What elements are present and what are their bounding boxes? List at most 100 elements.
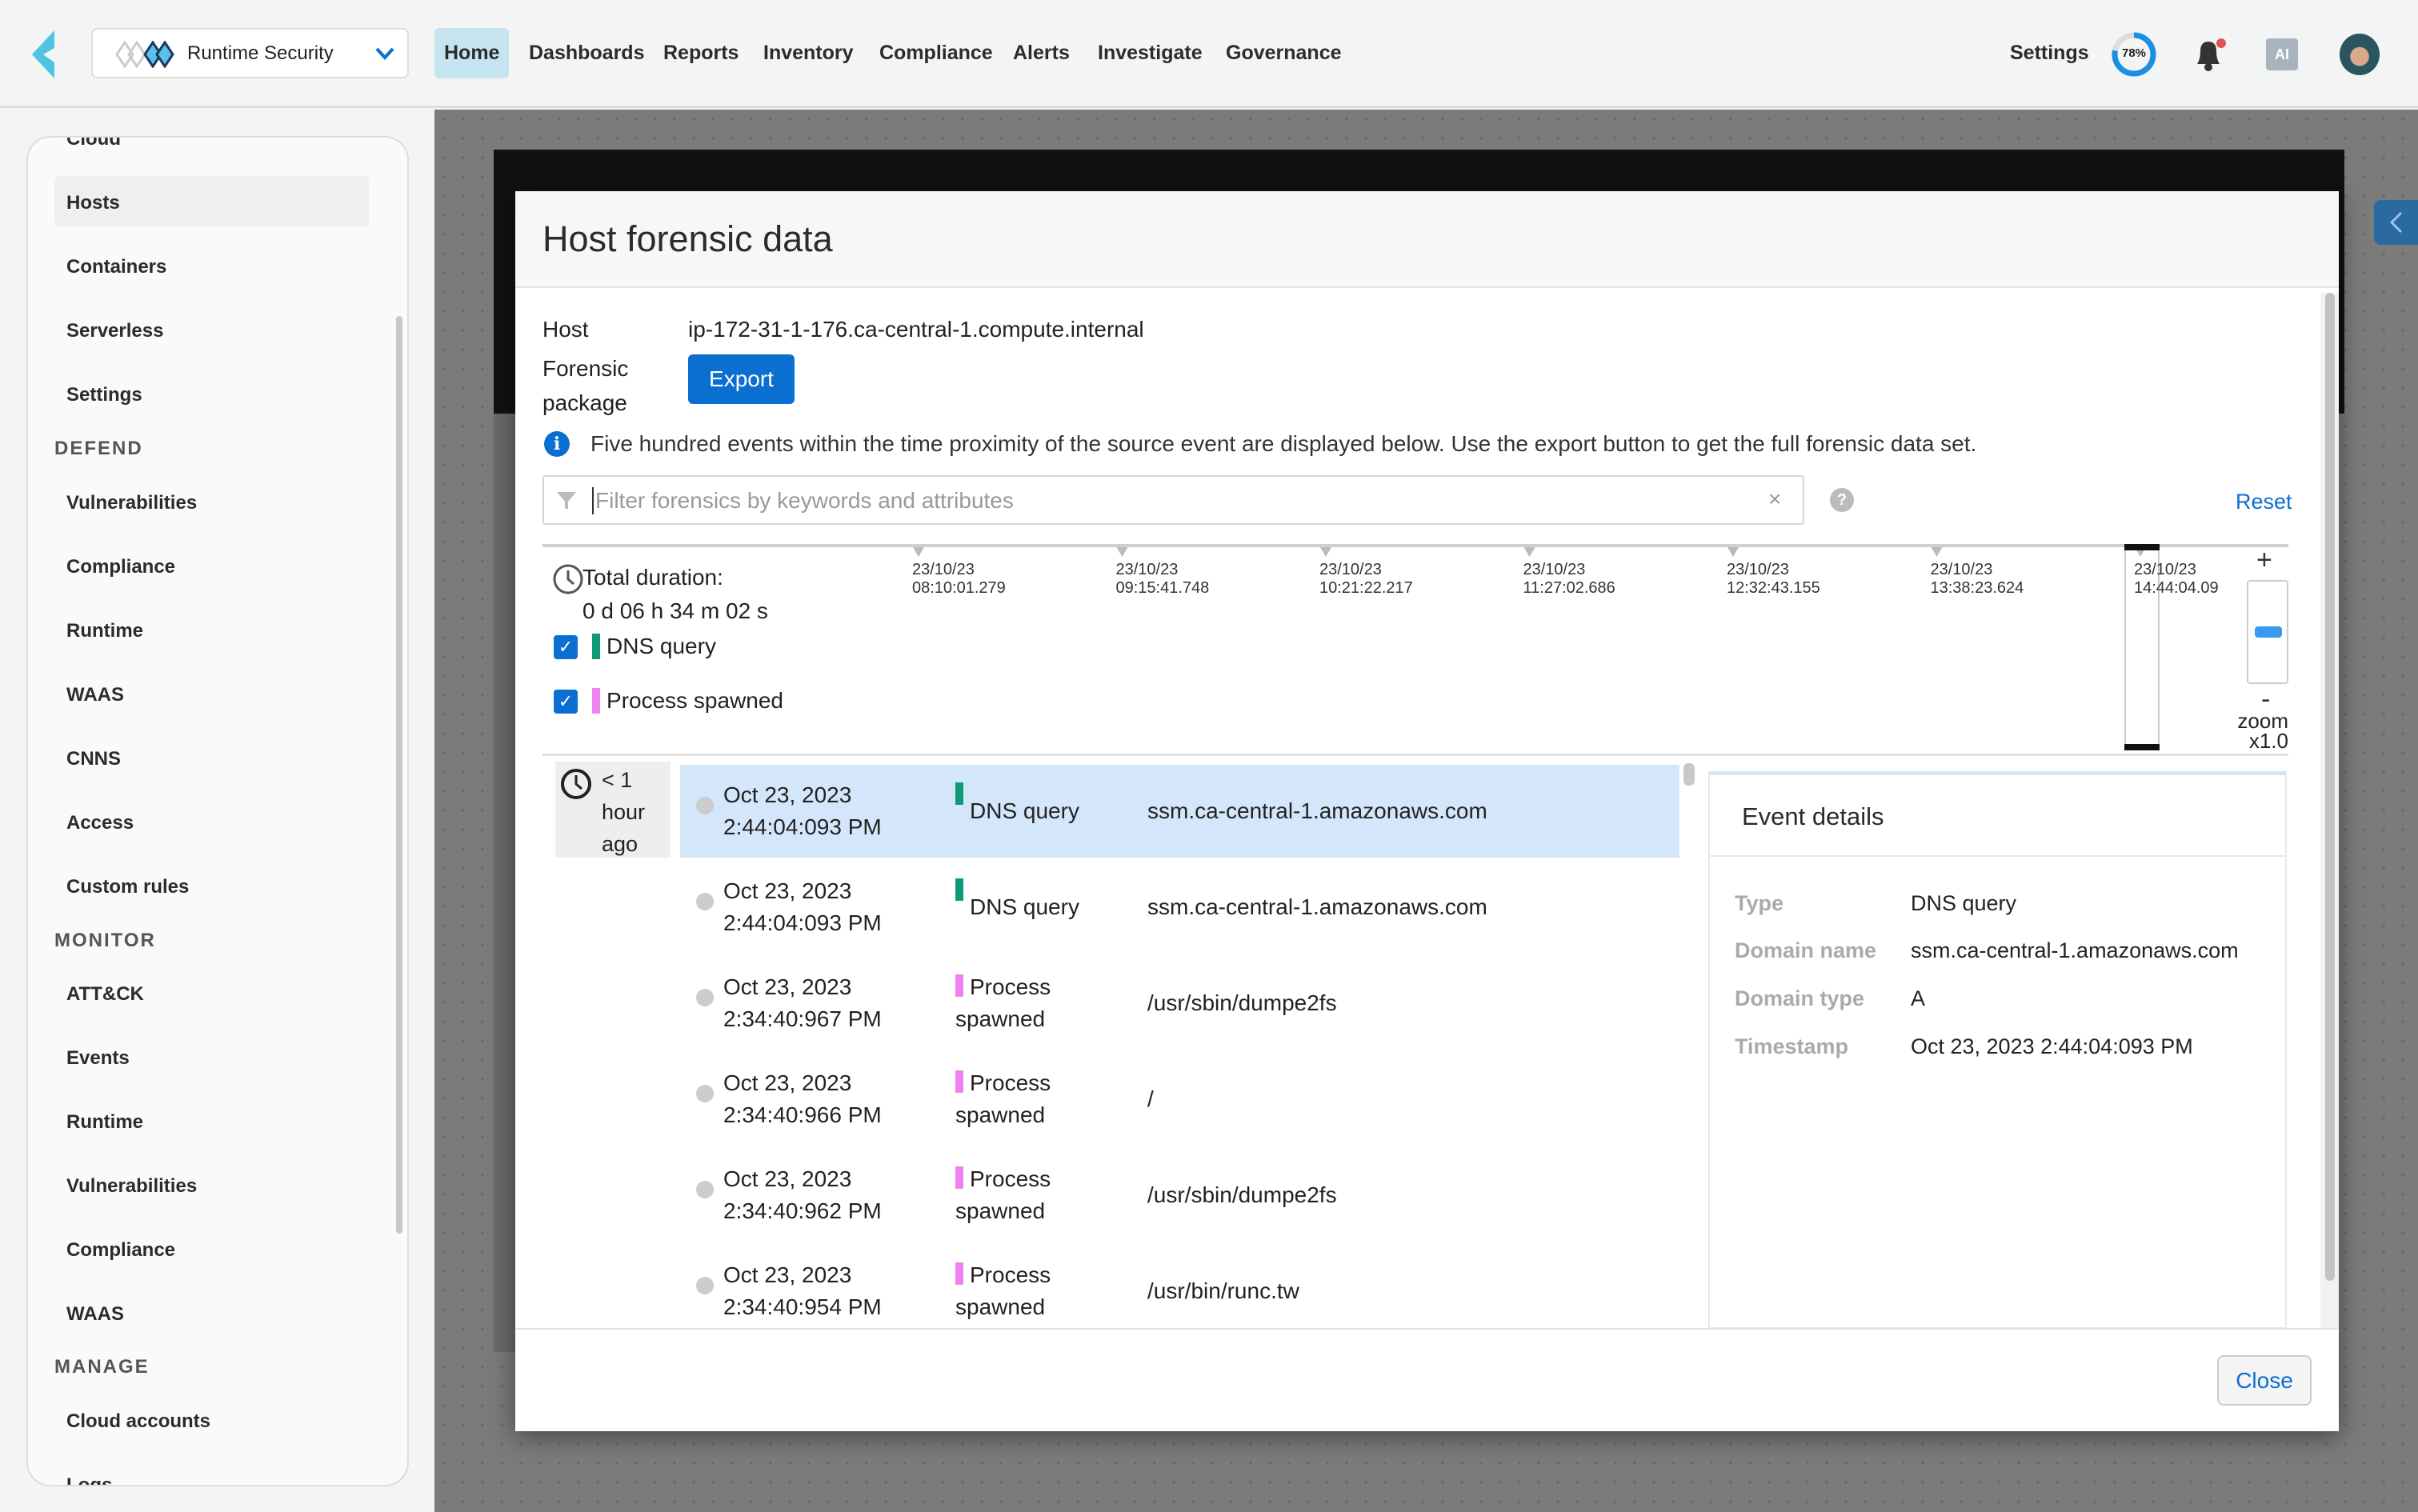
sidebar-item-hosts[interactable]: Hosts: [66, 192, 120, 214]
timeline-tick-time: 09:15:41.748: [1115, 579, 1210, 597]
sidebar-item-runtime[interactable]: Runtime: [66, 1111, 143, 1133]
collapse-panel-button[interactable]: [2374, 200, 2418, 245]
nav-governance[interactable]: Governance: [1226, 42, 1342, 64]
event-value: /usr/bin/runc.tw: [1147, 1278, 1299, 1303]
event-value: /usr/sbin/dumpe2fs: [1147, 1182, 1337, 1207]
zoom-in-button[interactable]: +: [2256, 545, 2272, 575]
sidebar-item-vulnerabilities[interactable]: Vulnerabilities: [66, 492, 198, 514]
process-color-swatch: [592, 688, 600, 714]
bell-icon[interactable]: [2191, 35, 2229, 74]
event-type: Process: [970, 1070, 1051, 1095]
timeline-tick-date: 23/10/23: [2134, 561, 2196, 578]
ai-label: AI: [2275, 46, 2289, 62]
event-row[interactable]: Oct 23, 2023 2:34:40:966 PM Process spaw…: [680, 1053, 1679, 1146]
dns-color-swatch: [592, 634, 600, 659]
product-selector[interactable]: Runtime Security: [91, 28, 409, 78]
process-spawned-checkbox[interactable]: ✓: [554, 690, 578, 714]
total-duration-label: Total duration:: [582, 565, 723, 590]
event-value: ssm.ca-central-1.amazonaws.com: [1147, 798, 1487, 823]
event-row[interactable]: Oct 23, 2023 2:44:04:093 PM DNS query ss…: [680, 861, 1679, 954]
modal-title: Host forensic data: [542, 218, 833, 259]
event-date: Oct 23, 2023: [723, 1166, 852, 1191]
sidebar-item-cloud-accounts[interactable]: Cloud accounts: [66, 1410, 211, 1432]
status-dot-icon: [696, 797, 714, 814]
sidebar-item-events[interactable]: Events: [66, 1047, 130, 1069]
progress-ring[interactable]: 78%: [2111, 31, 2157, 78]
event-type-swatch: [955, 782, 963, 805]
info-text: Five hundred events within the time prox…: [590, 431, 1977, 456]
nav-settings[interactable]: Settings: [2010, 42, 2089, 64]
sidebar-item-cloud[interactable]: Cloud: [66, 136, 121, 150]
modal-scrollbar[interactable]: [2325, 293, 2335, 1281]
ai-chip-icon[interactable]: AI: [2266, 38, 2298, 70]
sidebar-item-waas[interactable]: WAAS: [66, 684, 124, 706]
event-date: Oct 23, 2023: [723, 974, 852, 999]
sidebar-item-vulnerabilities[interactable]: Vulnerabilities: [66, 1175, 198, 1197]
nav-home[interactable]: Home: [434, 28, 510, 78]
host-value: ip-172-31-1-176.ca-central-1.compute.int…: [688, 317, 1144, 342]
zoom-slider-thumb[interactable]: [2255, 626, 2282, 638]
clear-icon[interactable]: ×: [1768, 486, 1782, 511]
event-type-2: spawned: [955, 1006, 1046, 1031]
selection-handle-top[interactable]: [2124, 544, 2160, 550]
avatar[interactable]: [2340, 34, 2380, 75]
nav-investigate[interactable]: Investigate: [1098, 42, 1203, 64]
zoom-slider[interactable]: [2247, 580, 2288, 684]
event-type-2: spawned: [955, 1294, 1046, 1319]
nav-alerts[interactable]: Alerts: [1013, 42, 1070, 64]
modal-scrollbar-track: [2320, 293, 2339, 1329]
filter-input[interactable]: Filter forensics by keywords and attribu…: [542, 475, 1804, 525]
export-button[interactable]: Export: [688, 354, 795, 404]
progress-ring-icon: [2112, 32, 2156, 77]
nav-dashboards[interactable]: Dashboards: [529, 42, 645, 64]
reset-link[interactable]: Reset: [2236, 490, 2292, 514]
sidebar-item-cnns[interactable]: CNNS: [66, 748, 122, 770]
total-duration-value: 0 d 06 h 34 m 02 s: [582, 598, 768, 623]
timeline-tick-time: 13:38:23.624: [1930, 579, 2024, 597]
event-value: /: [1147, 1086, 1154, 1111]
sidebar-item-access[interactable]: Access: [66, 812, 134, 834]
timeline-selection-window[interactable]: [2124, 544, 2160, 750]
chevron-down-icon: [375, 47, 394, 60]
logo-icon[interactable]: [32, 30, 70, 78]
event-type-swatch: [955, 878, 963, 901]
zoom-out-button[interactable]: -: [2261, 684, 2271, 714]
close-button[interactable]: Close: [2217, 1355, 2312, 1406]
sidebar-item-waas[interactable]: WAAS: [66, 1303, 124, 1325]
nav-inventory[interactable]: Inventory: [763, 42, 854, 64]
timeline-tick-time: 12:32:43.155: [1727, 579, 1820, 597]
timeline-chart: [913, 547, 2146, 557]
event-list-scrollbar[interactable]: [1683, 763, 1695, 786]
event-type: DNS query: [970, 798, 1079, 823]
timeline-tick-marker: [1523, 547, 1535, 557]
event-row[interactable]: Oct 23, 2023 2:34:40:954 PM Process spaw…: [680, 1245, 1679, 1338]
event-row[interactable]: Oct 23, 2023 2:34:40:962 PM Process spaw…: [680, 1149, 1679, 1242]
sidebar-item-att-ck[interactable]: ATT&CK: [66, 983, 144, 1005]
event-row[interactable]: Oct 23, 2023 2:34:40:967 PM Process spaw…: [680, 957, 1679, 1050]
nav-reports[interactable]: Reports: [663, 42, 739, 64]
selection-handle-bottom[interactable]: [2124, 744, 2160, 750]
detail-domain-type-value: A: [1911, 986, 1926, 1010]
timeline-tick-time: 08:10:01.279: [912, 579, 1006, 597]
sidebar-item-serverless[interactable]: Serverless: [66, 320, 164, 342]
timeline-tick-date: 23/10/23: [1727, 561, 1789, 578]
sidebar-item-custom-rules[interactable]: Custom rules: [66, 876, 190, 898]
sidebar-item-containers[interactable]: Containers: [66, 256, 167, 278]
dns-query-checkbox[interactable]: ✓: [554, 635, 578, 659]
sidebar-item-runtime[interactable]: Runtime: [66, 620, 143, 642]
text-cursor: [592, 487, 594, 514]
event-row[interactable]: Oct 23, 2023 2:44:04:093 PM DNS query ss…: [680, 765, 1679, 858]
event-date: Oct 23, 2023: [723, 878, 852, 903]
sidebar-item-compliance[interactable]: Compliance: [66, 556, 176, 578]
nav-compliance[interactable]: Compliance: [879, 42, 993, 64]
help-icon[interactable]: ?: [1830, 488, 1854, 512]
event-date: Oct 23, 2023: [723, 782, 852, 807]
sidebar-item-logs[interactable]: Logs: [66, 1474, 113, 1486]
sidebar-item-compliance[interactable]: Compliance: [66, 1239, 176, 1261]
sidebar-scrollbar[interactable]: [396, 316, 402, 1234]
timeline-tick-marker: [1931, 547, 1943, 557]
timeline-tick-date: 23/10/23: [1930, 561, 1993, 578]
product-logo-icon: [115, 41, 174, 68]
time-group-header: < 1 hour ago: [555, 762, 671, 858]
sidebar-item-settings[interactable]: Settings: [66, 384, 142, 406]
